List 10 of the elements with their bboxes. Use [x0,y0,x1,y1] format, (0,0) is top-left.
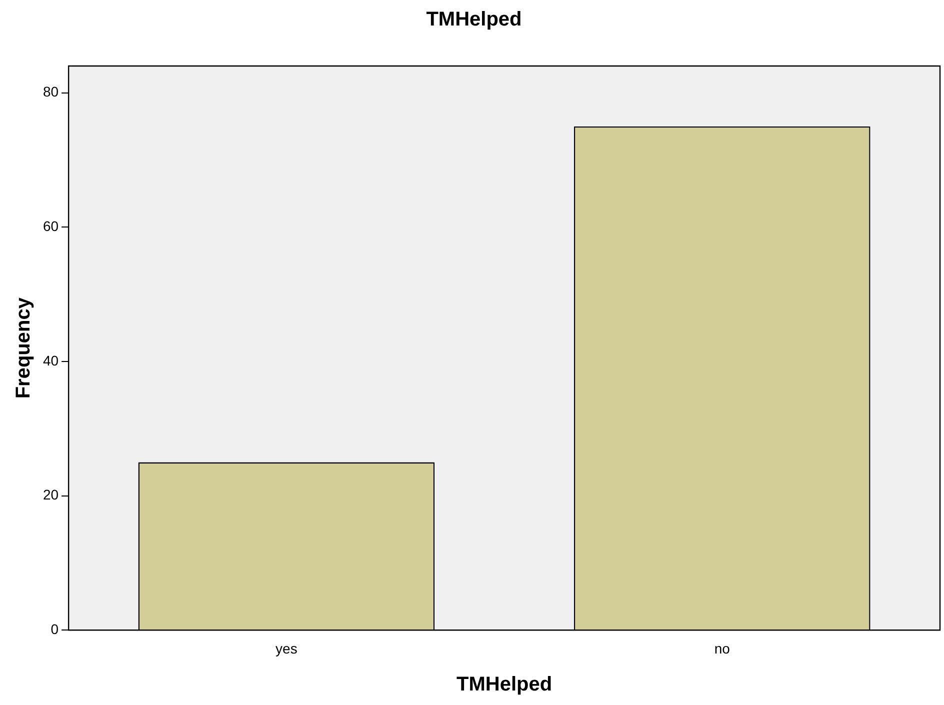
y-tick-label: 80 [42,84,59,100]
y-axis-title: Frequency [12,296,35,399]
x-tick-label: no [714,640,730,656]
x-tick-label: yes [276,640,298,656]
y-tick-label: 60 [42,218,59,234]
chart-title: TMHelped [426,8,522,31]
x-axis-title: TMHelped [456,674,552,696]
y-tick-label: 0 [50,621,59,638]
y-tick-label: 20 [42,486,59,503]
y-tick-label: 40 [42,352,59,368]
